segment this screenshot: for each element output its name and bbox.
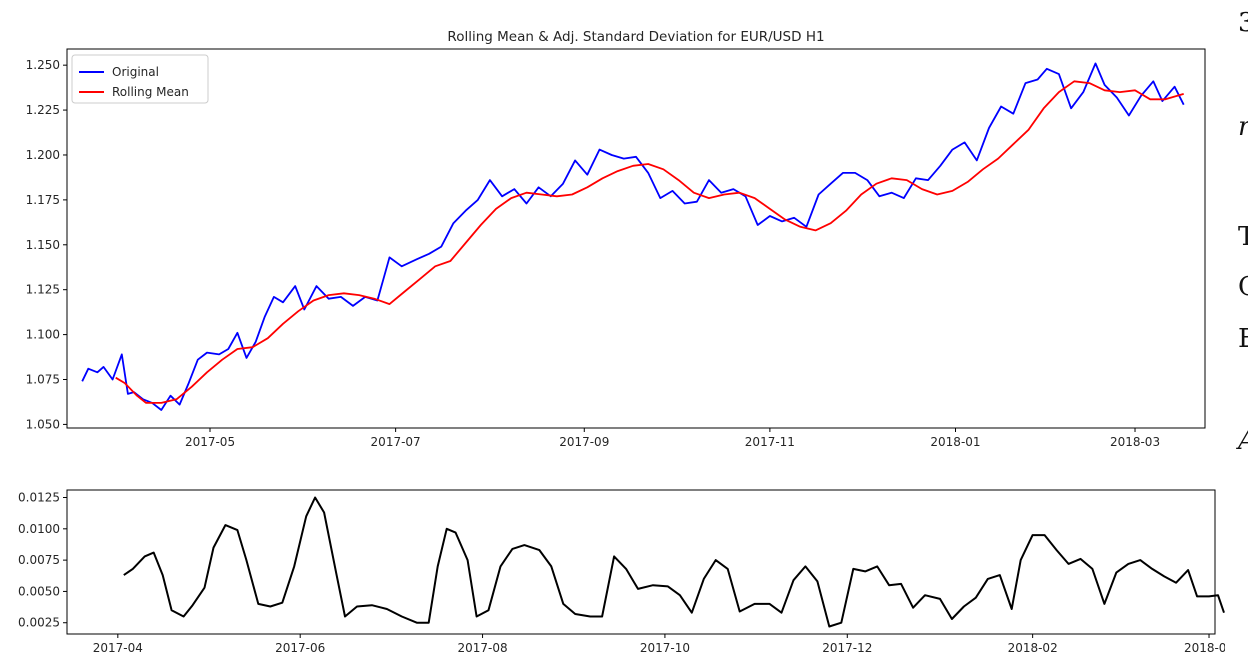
y-tick-label: 1.150 [26,238,60,252]
x-tick-label: 2017-09 [559,435,609,449]
x-tick-label: 2017-07 [371,435,421,449]
side-text-fragment: 3 [1238,8,1248,38]
x-tick-label: 2017-12 [822,641,872,655]
legend [71,54,209,104]
y-tick-label: 0.0050 [18,584,60,598]
x-tick-label: 2017-04 [93,641,143,655]
axes-frame [66,489,1216,635]
plot-area [81,62,1185,411]
x-tick-label: 2017-08 [457,641,507,655]
y-tick-label: 1.050 [26,417,60,431]
y-tick-label: 0.0125 [18,491,60,505]
y-tick-label: 1.125 [26,283,60,297]
side-text-fragment: A [1238,426,1248,456]
plot-area [123,496,1225,628]
side-text-fragment: n [1238,112,1248,142]
y-tick-label: 0.0025 [18,616,60,630]
x-tick-label: 2018-04 [1184,641,1225,655]
series-line-rolling-mean [115,80,1184,404]
chart-title: Rolling Mean & Adj. Standard Deviation f… [447,29,824,45]
side-text-fragment: T [1238,222,1248,252]
x-tick-label: 2018-03 [1110,435,1160,449]
y-tick-label: 1.250 [26,58,60,72]
x-tick-label: 2017-11 [745,435,795,449]
legend-box [71,54,209,104]
y-tick-label: 1.225 [26,103,60,117]
side-text-fragment: E [1238,324,1248,354]
y-tick-label: 0.0100 [18,522,60,536]
x-tick-label: 2018-02 [1008,641,1058,655]
y-tick-label: 1.075 [26,373,60,387]
x-tick-label: 2017-10 [640,641,690,655]
series-line-series-0 [123,496,1225,628]
series-line-original [81,62,1185,411]
y-tick-label: 1.200 [26,148,60,162]
axes-frame [66,48,1206,429]
x-tick-label: 2018-01 [930,435,980,449]
x-tick-label: 2017-06 [275,641,325,655]
x-tick-label: 2017-05 [185,435,235,449]
side-text-fragment: C [1238,272,1248,302]
y-tick-label: 0.0075 [18,553,60,567]
legend-label: Original [112,65,159,79]
y-tick-label: 1.175 [26,193,60,207]
y-tick-label: 1.100 [26,328,60,342]
legend-label: Rolling Mean [112,85,189,99]
